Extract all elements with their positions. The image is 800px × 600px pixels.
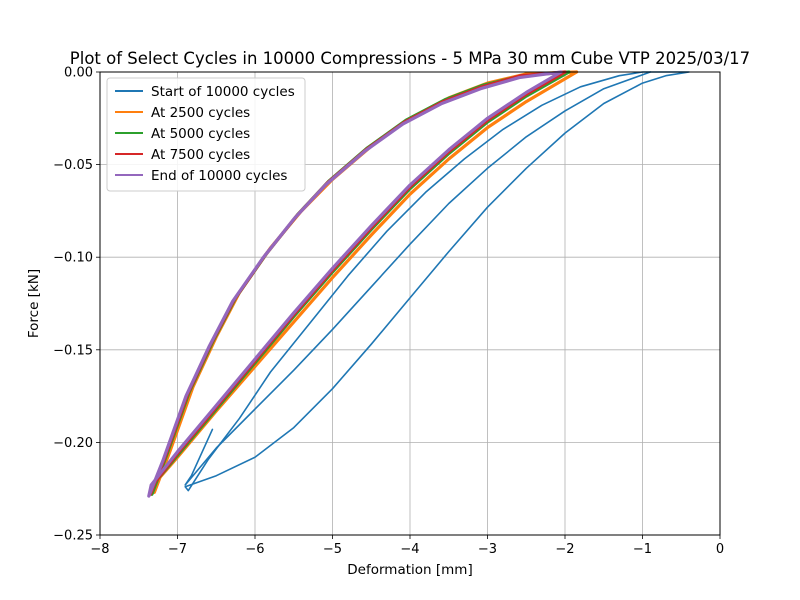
legend-label: At 7500 cycles bbox=[151, 147, 250, 163]
series-0 bbox=[184, 71, 690, 492]
y-tick-label: 0.00 bbox=[64, 66, 93, 81]
y-axis: 0.00 −0.05 −0.10 −0.15 −0.20 −0.25 bbox=[53, 66, 100, 544]
x-tick-label: −8 bbox=[90, 542, 109, 557]
x-tick-label: −7 bbox=[168, 542, 187, 557]
y-axis-label: Force [kN] bbox=[26, 269, 42, 338]
x-tick-label: −3 bbox=[478, 542, 497, 557]
legend-label: Start of 10000 cycles bbox=[151, 84, 295, 100]
x-tick-label: −4 bbox=[400, 542, 419, 557]
plot-area bbox=[147, 70, 690, 498]
legend: Start of 10000 cycles At 2500 cycles At 50… bbox=[106, 77, 306, 192]
y-tick-label: −0.10 bbox=[53, 251, 93, 266]
series-4 bbox=[147, 70, 563, 498]
y-tick-label: −0.15 bbox=[53, 343, 93, 358]
legend-label: At 2500 cycles bbox=[151, 105, 250, 121]
x-tick-label: −6 bbox=[245, 542, 264, 557]
chart-title: Plot of Select Cycles in 10000 Compressi… bbox=[70, 49, 750, 68]
x-tick-label: −2 bbox=[555, 542, 574, 557]
legend-label: End of 10000 cycles bbox=[151, 168, 287, 184]
x-axis: −8 −7 −6 −5 −4 −3 −2 −1 0 bbox=[90, 535, 724, 557]
y-tick-label: −0.05 bbox=[53, 158, 93, 173]
y-tick-label: −0.25 bbox=[53, 529, 93, 544]
series-line bbox=[147, 70, 563, 498]
x-tick-label: −1 bbox=[633, 542, 652, 557]
legend-box bbox=[106, 77, 306, 192]
series-line bbox=[184, 71, 690, 492]
x-tick-label: −5 bbox=[323, 542, 342, 557]
legend-label: At 5000 cycles bbox=[151, 126, 250, 142]
x-tick-label: 0 bbox=[716, 542, 724, 557]
x-axis-label: Deformation [mm] bbox=[347, 562, 472, 578]
y-tick-label: −0.20 bbox=[53, 436, 93, 451]
series-line bbox=[184, 71, 652, 486]
